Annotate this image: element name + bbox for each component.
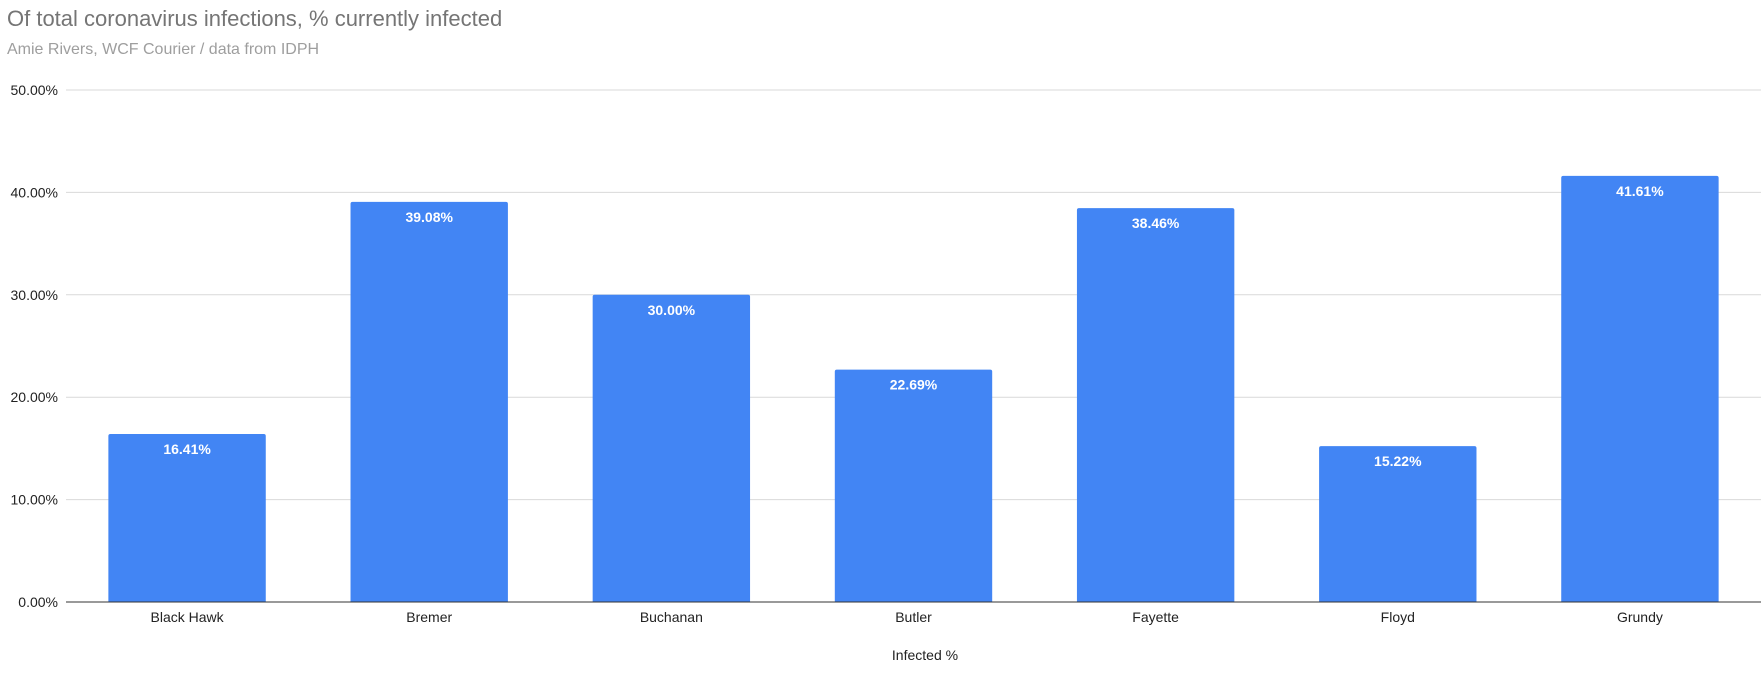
x-category-label: Butler — [895, 609, 932, 625]
y-tick-label: 20.00% — [11, 389, 58, 405]
data-label: 30.00% — [648, 302, 696, 318]
x-category-label: Fayette — [1132, 609, 1179, 625]
y-axis-ticks: 0.00% 10.00% 20.00% 30.00% 40.00% 50.00% — [11, 82, 58, 610]
x-category-label: Floyd — [1381, 609, 1415, 625]
y-tick-label: 0.00% — [18, 594, 58, 610]
x-category-label: Bremer — [406, 609, 452, 625]
bar — [1561, 175, 1719, 602]
data-label: 39.08% — [405, 209, 453, 225]
x-category-label: Grundy — [1617, 609, 1663, 625]
x-category-label: Black Hawk — [151, 609, 225, 625]
bar — [834, 369, 993, 602]
y-tick-label: 30.00% — [11, 287, 58, 303]
x-category-label: Buchanan — [640, 609, 703, 625]
bar — [592, 294, 751, 602]
data-label: 38.46% — [1132, 215, 1180, 231]
y-tick-label: 50.00% — [11, 82, 58, 98]
data-label: 41.61% — [1616, 183, 1664, 199]
x-axis-categories: Black Hawk Bremer Buchanan Butler Fayette Flo… — [151, 609, 1663, 625]
data-label: 22.69% — [890, 377, 938, 393]
data-label: 16.41% — [163, 441, 211, 457]
bar — [1319, 446, 1477, 602]
data-label: 15.22% — [1374, 453, 1422, 469]
bar — [350, 201, 508, 602]
chart-subtitle: Amie Rivers, WCF Courier / data from IDP… — [7, 41, 320, 58]
bar — [1076, 208, 1235, 602]
bars: 16.41% 39.08% 30.00% 22.69% 38.46% 15.22% 41.6… — [108, 175, 1719, 602]
chart-title: Of total coronavirus infections, % curre… — [7, 6, 503, 31]
y-tick-label: 10.00% — [11, 492, 58, 508]
bar — [108, 433, 266, 602]
x-axis-title: Infected % — [892, 647, 958, 663]
y-tick-label: 40.00% — [11, 184, 58, 200]
